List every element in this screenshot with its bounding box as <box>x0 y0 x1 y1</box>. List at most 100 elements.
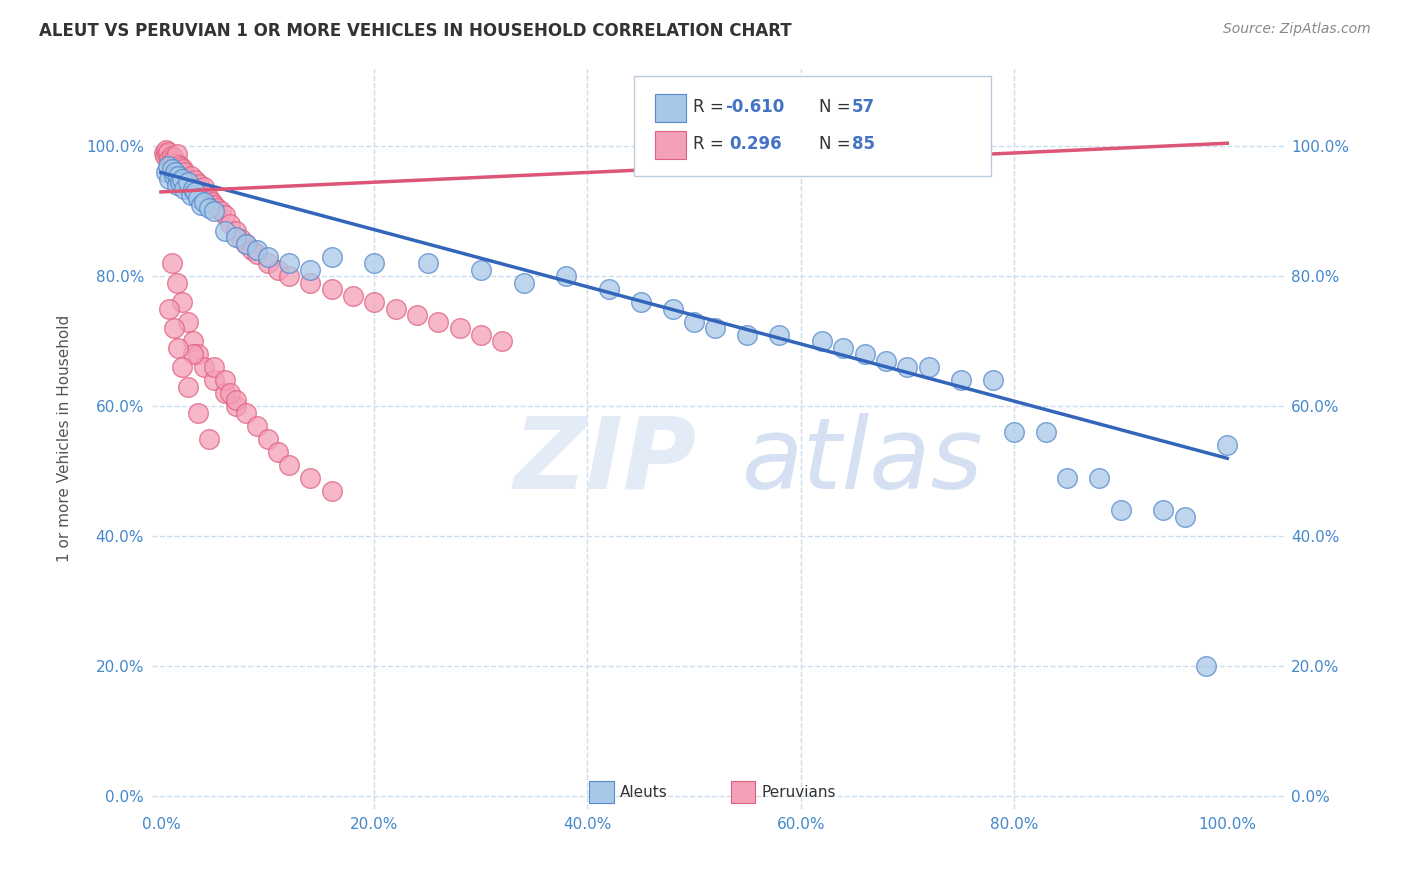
Point <box>188 177 211 191</box>
Point <box>235 236 257 251</box>
Point <box>219 218 242 232</box>
Point <box>181 178 204 193</box>
Point <box>875 354 897 368</box>
Point <box>256 256 278 270</box>
Point <box>166 178 188 193</box>
Point <box>363 295 385 310</box>
Point <box>163 159 186 173</box>
Point <box>202 373 225 387</box>
Point <box>896 360 918 375</box>
Point <box>187 347 209 361</box>
Point <box>918 360 941 375</box>
Point <box>163 151 186 165</box>
Point <box>153 149 176 163</box>
Point <box>166 147 188 161</box>
Point <box>181 334 204 349</box>
Point <box>1035 425 1057 440</box>
Point <box>184 173 207 187</box>
Point <box>186 182 208 196</box>
Point <box>214 224 236 238</box>
Point <box>160 256 183 270</box>
Point <box>470 263 492 277</box>
Point <box>172 162 194 177</box>
Point <box>172 295 194 310</box>
Text: Source: ZipAtlas.com: Source: ZipAtlas.com <box>1223 22 1371 37</box>
Point <box>165 155 187 169</box>
Point <box>169 165 191 179</box>
Point <box>167 169 190 183</box>
Point <box>277 269 299 284</box>
Y-axis label: 1 or more Vehicles in Household: 1 or more Vehicles in Household <box>58 315 72 563</box>
Point <box>235 236 257 251</box>
Point <box>1056 471 1078 485</box>
Point <box>235 406 257 420</box>
FancyBboxPatch shape <box>655 94 686 122</box>
Point <box>167 158 190 172</box>
Point <box>363 256 385 270</box>
Point <box>190 198 212 212</box>
Point <box>277 256 299 270</box>
Point <box>384 301 406 316</box>
Point <box>155 143 177 157</box>
Point <box>321 250 343 264</box>
Point <box>201 194 224 209</box>
Point <box>737 327 759 342</box>
Point <box>555 269 578 284</box>
Point <box>225 224 247 238</box>
Point <box>875 159 897 173</box>
Point <box>159 301 181 316</box>
Point <box>470 327 492 342</box>
Point <box>209 204 232 219</box>
Text: R =: R = <box>693 98 730 116</box>
Point <box>491 334 513 349</box>
Point <box>169 175 191 189</box>
Point <box>172 169 194 183</box>
Point <box>180 188 202 202</box>
Point <box>162 153 184 168</box>
Point <box>163 165 186 179</box>
Point <box>202 198 225 212</box>
Point <box>277 458 299 472</box>
Point <box>299 263 322 277</box>
Point <box>172 172 194 186</box>
Point <box>193 179 215 194</box>
Point <box>246 246 269 260</box>
Point <box>163 169 186 183</box>
FancyBboxPatch shape <box>731 780 755 803</box>
Point <box>214 386 236 401</box>
Point <box>256 250 278 264</box>
Point <box>181 347 204 361</box>
Point <box>1216 438 1239 452</box>
Point <box>662 301 685 316</box>
Point <box>299 276 322 290</box>
Point <box>198 191 221 205</box>
Point <box>170 161 193 175</box>
Point <box>207 201 229 215</box>
Point <box>176 315 198 329</box>
Point <box>157 145 180 159</box>
Text: 85: 85 <box>852 135 875 153</box>
Text: Aleuts: Aleuts <box>620 785 668 799</box>
Point <box>981 373 1004 387</box>
Point <box>1002 425 1025 440</box>
Point <box>167 341 190 355</box>
Point <box>1088 471 1111 485</box>
Point <box>267 263 290 277</box>
Text: Peruvians: Peruvians <box>761 785 835 799</box>
Point <box>193 194 215 209</box>
Point <box>157 159 180 173</box>
Point <box>176 175 198 189</box>
Point <box>704 321 727 335</box>
Point <box>184 185 207 199</box>
Point <box>267 444 290 458</box>
Point <box>299 471 322 485</box>
Point <box>163 321 186 335</box>
Point <box>159 153 181 167</box>
FancyBboxPatch shape <box>589 780 614 803</box>
Point <box>449 321 471 335</box>
Point <box>598 282 620 296</box>
Text: N =: N = <box>818 98 856 116</box>
Text: ZIP: ZIP <box>513 412 696 509</box>
Point <box>155 165 177 179</box>
Point <box>1195 659 1218 673</box>
